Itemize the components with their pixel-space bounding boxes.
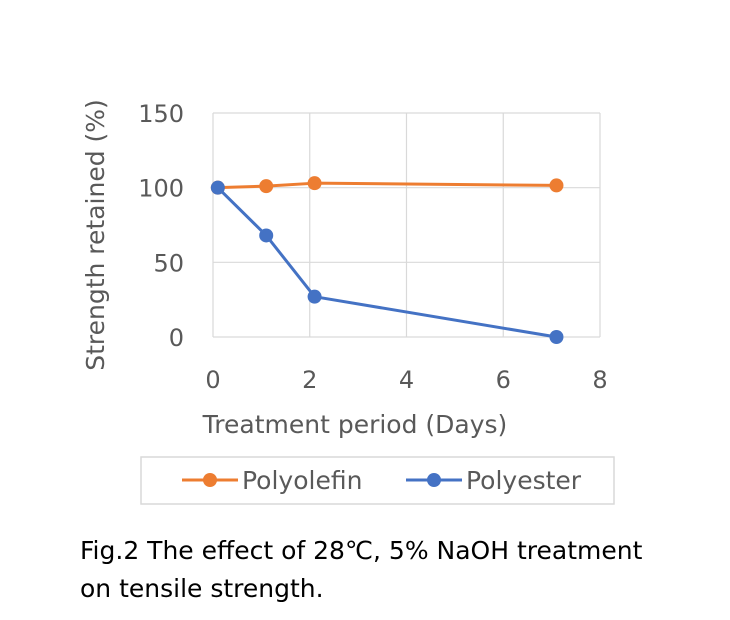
- legend: Polyolefin Polyester: [140, 456, 615, 505]
- data-point-polyolefin-1: [259, 179, 274, 194]
- x-tick-label-1: 2: [302, 366, 317, 394]
- y-tick-label-3: 150: [138, 100, 184, 128]
- series-line-polyester: [216, 186, 557, 339]
- y-tick-label-0: 0: [169, 324, 184, 352]
- legend-item-polyolefin: Polyolefin: [182, 466, 362, 495]
- legend-marker-polyolefin: [203, 473, 217, 487]
- x-tick-label-0: 0: [205, 366, 220, 394]
- legend-marker-polyester: [427, 473, 441, 487]
- caption-line-2: on tensile strength.: [80, 574, 324, 603]
- y-tick-label-2: 100: [138, 175, 184, 203]
- series-line-polyolefin: [217, 181, 557, 190]
- line-chart: 0 2 4 6 8 0 50 100 150 Treatment period (Days) S…: [81, 99, 615, 505]
- x-tick-label-4: 8: [592, 366, 607, 394]
- data-point-polyester-0: [210, 180, 225, 195]
- data-point-polyolefin-2: [307, 176, 322, 191]
- grid-lines: [212, 112, 601, 338]
- y-tick-label-1: 50: [153, 249, 184, 277]
- legend-label-polyolefin: Polyolefin: [242, 466, 362, 495]
- data-point-polyolefin-3: [549, 178, 564, 193]
- figure-caption: Fig.2 The effect of 28℃, 5% NaOH treatme…: [80, 532, 700, 608]
- data-point-polyester-3: [549, 330, 564, 344]
- y-axis-title: Strength retained (%): [81, 99, 110, 371]
- series-group: [210, 176, 564, 344]
- legend-item-polyester: Polyester: [406, 466, 582, 495]
- data-point-polyester-2: [307, 289, 322, 304]
- tick-labels: 0 2 4 6 8 0 50 100 150: [138, 100, 607, 394]
- x-axis-title: Treatment period (Days): [202, 410, 508, 439]
- x-tick-label-2: 4: [399, 366, 414, 394]
- data-point-polyester-1: [259, 228, 274, 243]
- caption-line-1: Fig.2 The effect of 28℃, 5% NaOH treatme…: [80, 536, 643, 565]
- series-polyolefin: [210, 176, 564, 195]
- series-polyester: [210, 180, 564, 344]
- x-tick-label-3: 6: [496, 366, 511, 394]
- legend-label-polyester: Polyester: [466, 466, 582, 495]
